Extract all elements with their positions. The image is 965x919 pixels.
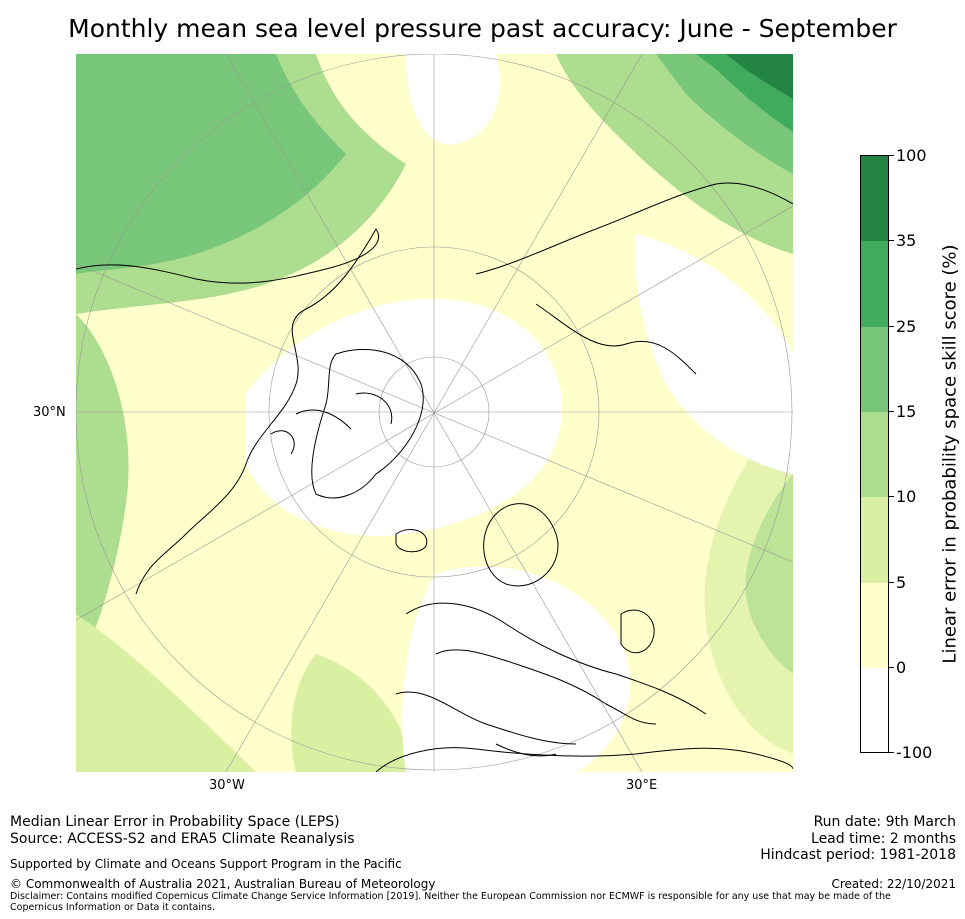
- lon-label-30e: 30°E: [626, 778, 657, 793]
- colorbar-tick-label: 15: [896, 404, 916, 420]
- colorbar-tick: [889, 155, 894, 156]
- colorbar-tick: [889, 667, 894, 668]
- colorbar-segment-10-15: [861, 412, 888, 497]
- colorbar: [860, 155, 889, 753]
- hindcast-period: Hindcast period: 1981-2018: [760, 847, 956, 864]
- colorbar-tick-label: 100: [896, 148, 927, 164]
- created-date: Created: 22/10/2021: [831, 877, 956, 891]
- colorbar-segment-25-35: [861, 241, 888, 327]
- colorbar-segment-neg100-0: [861, 668, 888, 752]
- chart-title: Monthly mean sea level pressure past acc…: [0, 14, 965, 43]
- colorbar-tick: [889, 496, 894, 497]
- colorbar-tick: [889, 752, 894, 753]
- colorbar-segment-0-5: [861, 583, 888, 668]
- data-source: Source: ACCESS-S2 and ERA5 Climate Reana…: [10, 831, 355, 848]
- support-note: Supported by Climate and Oceans Support …: [10, 857, 402, 871]
- disclaimer: Disclaimer: Contains modified Copernicus…: [10, 891, 940, 913]
- skill-map: [76, 54, 793, 772]
- colorbar-tick-label: -100: [896, 745, 932, 761]
- lon-label-30w: 30°W: [209, 778, 245, 793]
- colorbar-tick-label: 0: [896, 660, 906, 676]
- colorbar-tick: [889, 582, 894, 583]
- lead-time: Lead time: 2 months: [811, 831, 956, 848]
- colorbar-tick-label: 10: [896, 489, 916, 505]
- run-date: Run date: 9th March: [814, 814, 956, 831]
- colorbar-tick: [889, 240, 894, 241]
- colorbar-segment-15-25: [861, 327, 888, 412]
- colorbar-segment-5-10: [861, 497, 888, 583]
- colorbar-tick: [889, 411, 894, 412]
- colorbar-tick-label: 5: [896, 575, 906, 591]
- colorbar-segment-35-100: [861, 156, 888, 241]
- colorbar-tick-label: 35: [896, 233, 916, 249]
- copyright: © Commonwealth of Australia 2021, Austra…: [10, 877, 435, 891]
- metric-description: Median Linear Error in Probability Space…: [10, 814, 340, 831]
- lat-label-30n: 30°N: [33, 405, 66, 420]
- colorbar-tick: [889, 326, 894, 327]
- colorbar-tick-label: 25: [896, 319, 916, 335]
- colorbar-title: Linear error in probability space skill …: [940, 244, 961, 663]
